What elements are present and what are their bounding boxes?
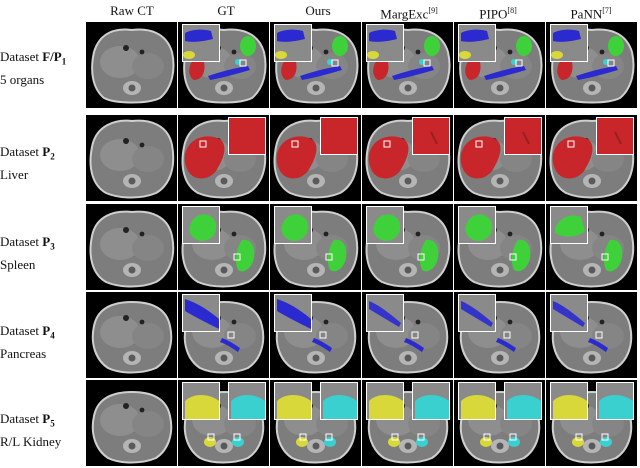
- row-label-f-p1: Dataset F/P1 5 organs: [0, 49, 67, 87]
- ct-slice-p4-raw: [86, 292, 177, 378]
- zoom-inset-p5-margexc-r: [366, 382, 404, 420]
- ct-slice-f_p1-ours: [270, 22, 361, 108]
- zoom-inset-p2-ours: [320, 117, 358, 155]
- zoom-inset-p5-gt-r: [182, 382, 220, 420]
- zoom-inset-p2-pann: [596, 117, 634, 155]
- zoom-inset-p2-pipo: [504, 117, 542, 155]
- zoom-inset-p3-ours: [274, 206, 312, 244]
- zoom-inset-p4-pann: [550, 294, 588, 332]
- zoom-inset-p2-margexc: [412, 117, 450, 155]
- ct-slice-p5-gt: [178, 380, 269, 466]
- ct-slice-f_p1-gt: [178, 22, 269, 108]
- col-header-raw-ct: Raw CT: [110, 3, 154, 18]
- zoom-inset-p3-pann: [550, 206, 588, 244]
- ct-slice-p2-gt: [178, 115, 269, 201]
- zoom-inset-f_p1-gt: [182, 24, 220, 62]
- ct-slice-p3-pipo: [454, 204, 545, 290]
- zoom-inset-p5-pann-l: [596, 382, 634, 420]
- ct-slice-p5-ours: [270, 380, 361, 466]
- row-label-p3: Dataset P3 Spleen: [0, 234, 55, 272]
- zoom-inset-p5-pann-r: [550, 382, 588, 420]
- ct-slice-p5-raw: [86, 380, 177, 466]
- zoom-inset-p4-gt: [182, 294, 220, 332]
- ct-slice-p3-margexc: [362, 204, 453, 290]
- zoom-inset-p4-ours: [274, 294, 312, 332]
- ct-slice-p2-pann: [546, 115, 637, 201]
- zoom-inset-p4-pipo: [458, 294, 496, 332]
- ct-slice-p3-gt: [178, 204, 269, 290]
- ct-slice-f_p1-raw: [86, 22, 177, 108]
- col-header-pann: PaNN[7]: [570, 6, 612, 22]
- ct-slice-p4-pipo: [454, 292, 545, 378]
- ct-image-grid: [84, 22, 640, 468]
- ct-slice-p4-pann: [546, 292, 637, 378]
- row-label-p5: Dataset P5 R/L Kidney: [0, 411, 62, 449]
- ct-slice-p2-pipo: [454, 115, 545, 201]
- ct-slice-p5-pipo: [454, 380, 545, 466]
- ct-slice-p4-gt: [178, 292, 269, 378]
- ct-slice-p3-pann: [546, 204, 637, 290]
- col-header-pipo: PIPO[8]: [479, 6, 517, 22]
- ct-slice-f_p1-margexc: [362, 22, 453, 108]
- zoom-inset-p4-margexc: [366, 294, 404, 332]
- zoom-inset-p5-gt-l: [228, 382, 266, 420]
- zoom-inset-p5-ours-l: [320, 382, 358, 420]
- col-header-ours: Ours: [305, 3, 331, 18]
- zoom-inset-f_p1-pann: [550, 24, 588, 62]
- ct-slice-p2-margexc: [362, 115, 453, 201]
- ct-slice-p4-ours: [270, 292, 361, 378]
- col-header-gt: GT: [217, 3, 235, 18]
- zoom-inset-p5-pipo-l: [504, 382, 542, 420]
- zoom-inset-f_p1-margexc: [366, 24, 404, 62]
- zoom-inset-p2-gt: [228, 117, 266, 155]
- ct-slice-p5-margexc: [362, 380, 453, 466]
- ct-slice-f_p1-pipo: [454, 22, 545, 108]
- zoom-inset-p3-margexc: [366, 206, 404, 244]
- ct-slice-p4-margexc: [362, 292, 453, 378]
- ct-slice-f_p1-pann: [546, 22, 637, 108]
- ct-slice-p5-pann: [546, 380, 637, 466]
- ct-slice-p2-ours: [270, 115, 361, 201]
- row-label-p2: Dataset P2 Liver: [0, 144, 55, 182]
- ct-slice-p3-ours: [270, 204, 361, 290]
- ct-slice-p3-raw: [86, 204, 177, 290]
- zoom-inset-p5-margexc-l: [412, 382, 450, 420]
- ct-slice-p2-raw: [86, 115, 177, 201]
- col-header-margexc: MargExc[9]: [380, 6, 438, 22]
- row-label-p4: Dataset P4 Pancreas: [0, 323, 55, 361]
- zoom-inset-p3-gt: [182, 206, 220, 244]
- zoom-inset-p5-pipo-r: [458, 382, 496, 420]
- zoom-inset-f_p1-pipo: [458, 24, 496, 62]
- zoom-inset-p5-ours-r: [274, 382, 312, 420]
- zoom-inset-f_p1-ours: [274, 24, 312, 62]
- zoom-inset-p3-pipo: [458, 206, 496, 244]
